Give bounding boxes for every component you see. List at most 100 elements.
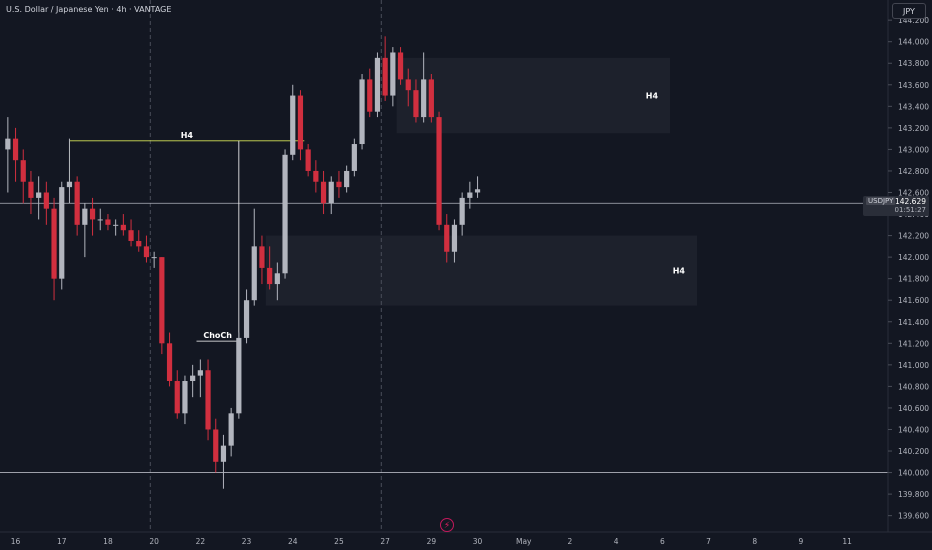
candle-body xyxy=(436,117,442,225)
candle-body xyxy=(236,337,242,414)
y-tick-label: 143.800 xyxy=(898,59,929,68)
y-tick-label: 140.000 xyxy=(898,469,929,478)
candle-body xyxy=(66,181,73,188)
candle-body xyxy=(397,52,404,80)
lightning-icon[interactable]: ⚡ xyxy=(440,518,454,532)
x-tick-label: 27 xyxy=(380,537,390,546)
y-tick-label: 142.200 xyxy=(898,232,929,241)
candle-body xyxy=(451,224,458,252)
x-tick-label: 23 xyxy=(242,537,252,546)
x-tick-label: 9 xyxy=(799,537,804,546)
candle-body xyxy=(28,181,34,198)
y-tick-label: 143.400 xyxy=(898,102,929,111)
y-tick-label: 139.600 xyxy=(898,512,929,521)
y-tick-label: 144.000 xyxy=(898,38,929,47)
candle-body xyxy=(213,429,219,462)
candle-body xyxy=(136,240,142,247)
candle-body xyxy=(97,219,103,221)
x-tick-label: 22 xyxy=(196,537,206,546)
candle-body xyxy=(12,138,19,161)
candle-body xyxy=(467,192,473,198)
symbol-title: U.S. Dollar / Japanese Yen · 4h · VANTAG… xyxy=(6,5,172,14)
candle-body xyxy=(174,381,180,414)
y-tick-label: 144.200 xyxy=(898,16,929,25)
badge-symbol: USDJPY xyxy=(866,197,896,205)
badge-price: 142.629 xyxy=(894,197,926,206)
supply-demand-zone xyxy=(265,235,697,306)
x-tick-label: 18 xyxy=(103,537,113,546)
candle-body xyxy=(382,57,388,96)
y-tick-label: 143.600 xyxy=(898,81,929,90)
supply-demand-zone xyxy=(396,57,671,134)
x-tick-label: 17 xyxy=(57,537,67,546)
candle-body xyxy=(20,160,26,182)
y-tick-label: 143.000 xyxy=(898,145,929,154)
candle-body xyxy=(297,95,304,150)
x-tick-label: 11 xyxy=(842,537,852,546)
candle-body xyxy=(120,224,126,231)
candle-body xyxy=(251,246,257,301)
candle-body xyxy=(159,257,165,344)
candle-body xyxy=(259,246,265,268)
x-tick-label: 6 xyxy=(660,537,665,546)
candle-body xyxy=(190,375,196,382)
x-tick-label: 30 xyxy=(473,537,483,546)
candle-body xyxy=(220,445,227,462)
y-tick-label: 140.800 xyxy=(898,382,929,391)
candle-body xyxy=(390,52,396,96)
candle-body xyxy=(474,189,481,193)
candle-body xyxy=(89,208,96,220)
y-tick-label: 140.400 xyxy=(898,425,929,434)
annotation-label: H4 xyxy=(181,131,194,140)
candle-body xyxy=(128,230,134,241)
candle-body xyxy=(105,219,111,225)
candle-body xyxy=(367,79,373,112)
y-tick-label: 139.800 xyxy=(898,490,929,499)
x-tick-label: 4 xyxy=(614,537,619,546)
y-tick-label: 141.400 xyxy=(898,318,929,327)
candle-body xyxy=(182,381,188,414)
x-tick-label: 2 xyxy=(568,537,573,546)
candle-body xyxy=(305,149,311,171)
candle-body xyxy=(228,413,234,446)
candle-body xyxy=(51,208,57,279)
candle-body xyxy=(267,267,273,285)
zone-label: H4 xyxy=(646,92,659,101)
candle-body xyxy=(243,300,250,338)
candle-body xyxy=(113,224,119,226)
candle-body xyxy=(282,154,288,274)
candle-body xyxy=(444,224,450,252)
x-tick-label: 16 xyxy=(11,537,21,546)
candle-body xyxy=(36,192,42,198)
candle-body xyxy=(428,79,434,118)
x-tick-label: 20 xyxy=(149,537,159,546)
y-tick-label: 141.200 xyxy=(898,339,929,348)
candle-body xyxy=(421,79,427,118)
currency-button[interactable]: JPY xyxy=(892,3,926,19)
candle-body xyxy=(405,79,411,91)
candle-body xyxy=(143,246,150,258)
x-tick-label: 29 xyxy=(427,537,437,546)
candle-body xyxy=(290,95,296,155)
zone-label: H4 xyxy=(673,267,686,276)
x-tick-label: 8 xyxy=(752,537,757,546)
candle-body xyxy=(82,208,88,225)
candle-body xyxy=(5,138,11,150)
candle-body xyxy=(313,170,319,182)
y-tick-label: 141.000 xyxy=(898,361,929,370)
x-tick-label: 25 xyxy=(334,537,344,546)
candle-body xyxy=(205,370,211,430)
candle-body xyxy=(413,90,419,118)
x-tick-label: May xyxy=(516,537,532,546)
candle-body xyxy=(459,197,465,225)
candle-body xyxy=(43,192,49,209)
candle-body xyxy=(274,273,280,285)
x-tick-label: 7 xyxy=(706,537,711,546)
candle-body xyxy=(344,170,350,188)
candle-body xyxy=(197,370,203,376)
y-tick-label: 142.600 xyxy=(898,189,929,198)
candle-body xyxy=(374,57,381,112)
y-tick-label: 142.000 xyxy=(898,253,929,262)
y-tick-label: 141.800 xyxy=(898,275,929,284)
